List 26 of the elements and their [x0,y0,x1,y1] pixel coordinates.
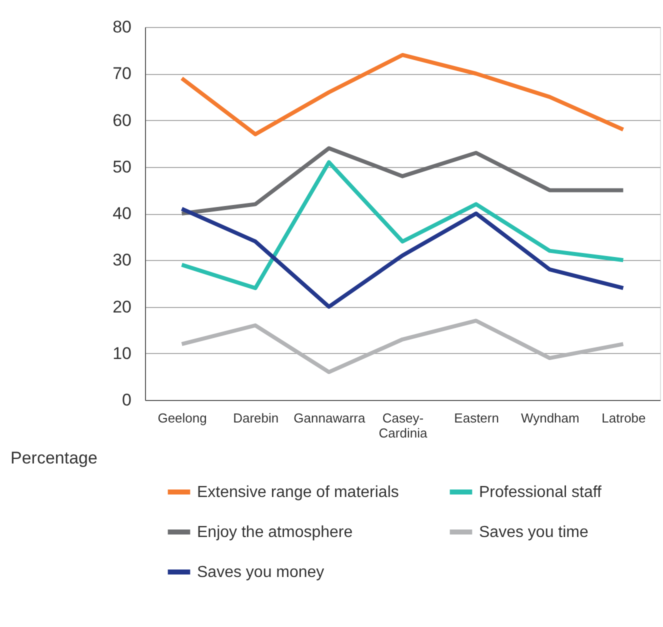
y-tick-label: 40 [112,204,132,223]
y-tick-label: 70 [112,64,132,84]
line-series [180,160,626,290]
legend-label: Extensive range of materials [197,484,399,501]
line-series [180,206,626,309]
y-tick-label: 10 [112,344,132,363]
x-tick-label: Latrobe [602,410,646,426]
x-tick-label: Gannawarra [294,410,366,426]
x-tick-label: Geelong [158,410,207,426]
y-axis-title: Percentage [10,448,98,468]
legend-label: Saves you time [479,524,588,541]
legend-label: Enjoy the atmosphere [197,524,353,541]
legend-label: Professional staff [479,484,602,501]
y-tick-label: 0 [122,390,132,410]
x-tick-label: Wyndham [520,410,580,426]
x-tick-label: Darebin [233,410,279,426]
legend-label: Saves you money [197,564,324,581]
y-tick-label: 20 [112,297,132,316]
y-tick-label: 60 [112,110,132,130]
x-tick-label: Eastern [454,410,499,426]
y-tick-label: 30 [112,250,132,270]
line-series [180,52,626,136]
x-tick-label: Casey- Cardinia [378,410,428,440]
line-series [180,146,626,216]
y-tick-label: 50 [112,157,132,176]
y-tick-label: 80 [112,18,132,36]
